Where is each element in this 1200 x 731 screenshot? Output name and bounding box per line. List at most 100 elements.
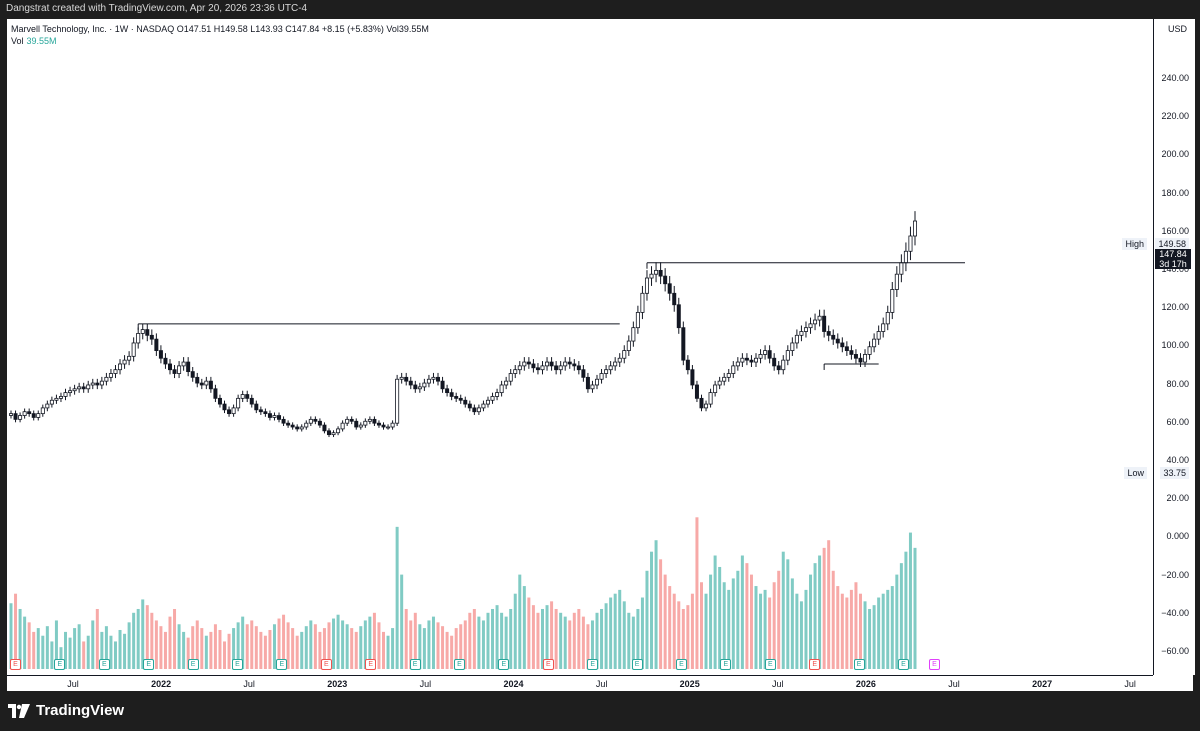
- candle-up: [595, 378, 600, 386]
- volume-bar: [127, 622, 131, 669]
- earnings-icon[interactable]: E: [929, 659, 940, 670]
- volume-bar: [886, 589, 890, 669]
- earnings-icon[interactable]: E: [320, 659, 332, 670]
- earnings-icon[interactable]: E: [587, 659, 599, 670]
- price-tick-label: 40.00: [1166, 455, 1189, 465]
- candle-down: [190, 371, 195, 378]
- candle-up: [799, 331, 804, 336]
- volume-bar: [586, 624, 590, 669]
- volume-bar: [313, 624, 317, 669]
- price-axis[interactable]: USD 240.00 220.00 200.00 180.00 160.00 140.00…: [1153, 19, 1195, 675]
- volume-bar: [668, 586, 672, 669]
- chart-frame[interactable]: Marvell Technology, Inc. · 1W · NASDAQ O…: [6, 18, 1195, 693]
- volume-bar: [877, 597, 881, 669]
- volume-bar: [650, 551, 654, 669]
- earnings-icon[interactable]: E: [143, 659, 155, 670]
- volume-bar: [431, 616, 435, 669]
- candle-down: [186, 361, 191, 373]
- volume-bar: [731, 578, 735, 669]
- price-tick-label: 220.00: [1161, 111, 1189, 122]
- volume-bar: [309, 620, 313, 669]
- candle-down: [326, 430, 331, 436]
- volume-bar: [86, 635, 90, 669]
- plot-area[interactable]: Marvell Technology, Inc. · 1W · NASDAQ O…: [7, 19, 1153, 675]
- volume-bar: [45, 626, 49, 669]
- candle-down: [372, 418, 377, 424]
- candle-up: [763, 350, 768, 355]
- earnings-icon[interactable]: E: [54, 659, 66, 670]
- volume-bar: [50, 641, 54, 669]
- volume-bar: [132, 612, 136, 669]
- candle-up: [631, 327, 636, 342]
- volume-bar: [73, 628, 77, 669]
- volume-bar: [113, 641, 117, 669]
- candle-down: [295, 426, 300, 430]
- volume-bar: [436, 622, 440, 669]
- earnings-icon[interactable]: E: [409, 659, 421, 670]
- volume-bar: [213, 624, 217, 669]
- earnings-icon[interactable]: E: [365, 659, 377, 670]
- volume-bar: [540, 608, 544, 669]
- candle-up: [426, 378, 431, 384]
- volume-bar: [386, 635, 390, 669]
- candle-down: [286, 422, 291, 426]
- earnings-icon[interactable]: E: [764, 659, 776, 670]
- volume-bar: [91, 620, 95, 669]
- candle-up: [18, 415, 23, 420]
- candle-up: [49, 399, 54, 405]
- volume-bar: [291, 628, 295, 669]
- earnings-icon[interactable]: E: [809, 659, 821, 670]
- volume-bar: [18, 608, 22, 669]
- volume-bar: [813, 563, 817, 669]
- time-axis[interactable]: Jul 2022 Jul 2023 Jul 2024 Jul 2025 Jul 2026 Jul 20…: [7, 675, 1153, 693]
- earnings-icon[interactable]: E: [720, 659, 732, 670]
- candle-down: [317, 420, 322, 426]
- volume-bar: [413, 612, 417, 669]
- time-tick-label: 2024: [503, 679, 524, 689]
- candle-down: [535, 367, 540, 371]
- earnings-icon[interactable]: E: [676, 659, 687, 670]
- volume-bar: [481, 620, 485, 669]
- tradingview-logo[interactable]: TradingView: [8, 702, 124, 719]
- volume-bar: [227, 633, 231, 669]
- candle-up: [54, 397, 59, 401]
- earnings-icon[interactable]: E: [10, 659, 21, 670]
- volume-bar: [200, 628, 204, 669]
- candle-down: [658, 269, 663, 277]
- candle-down: [776, 365, 781, 371]
- low-label: Low: [1124, 467, 1147, 479]
- earnings-icon[interactable]: E: [631, 659, 643, 670]
- candle-down: [213, 388, 218, 399]
- candle-up: [68, 390, 73, 394]
- time-tick-label: Jul: [595, 679, 608, 689]
- earnings-icon[interactable]: E: [853, 659, 865, 670]
- tradingview-logo-icon: [8, 703, 30, 718]
- earnings-icon[interactable]: E: [898, 659, 909, 670]
- candle-up: [726, 373, 731, 378]
- volume-bar: [204, 635, 208, 669]
- earnings-icon[interactable]: E: [232, 659, 243, 670]
- volume-bar: [845, 597, 849, 669]
- candle-up: [181, 361, 186, 367]
- earnings-icon[interactable]: E: [454, 659, 465, 670]
- candle-down: [672, 292, 677, 306]
- candle-up: [9, 413, 14, 416]
- candle-up: [481, 403, 486, 409]
- earnings-icon[interactable]: E: [276, 659, 288, 670]
- volume-bar: [745, 563, 749, 669]
- earnings-icon[interactable]: E: [187, 659, 199, 670]
- volume-bar: [332, 618, 336, 669]
- volume-bar: [536, 612, 540, 669]
- candle-up: [272, 415, 277, 418]
- volume-bar: [709, 574, 713, 669]
- earnings-icon[interactable]: E: [542, 659, 554, 670]
- candle-up: [803, 327, 808, 332]
- candle-up: [908, 235, 913, 252]
- earnings-icon[interactable]: E: [498, 659, 510, 670]
- symbol-legend: Marvell Technology, Inc. · 1W · NASDAQ O…: [11, 23, 429, 47]
- volume-bar: [559, 612, 563, 669]
- earnings-icon[interactable]: E: [98, 659, 110, 670]
- candle-up: [617, 357, 622, 363]
- candle-up: [417, 386, 422, 390]
- volume-bar: [404, 608, 408, 669]
